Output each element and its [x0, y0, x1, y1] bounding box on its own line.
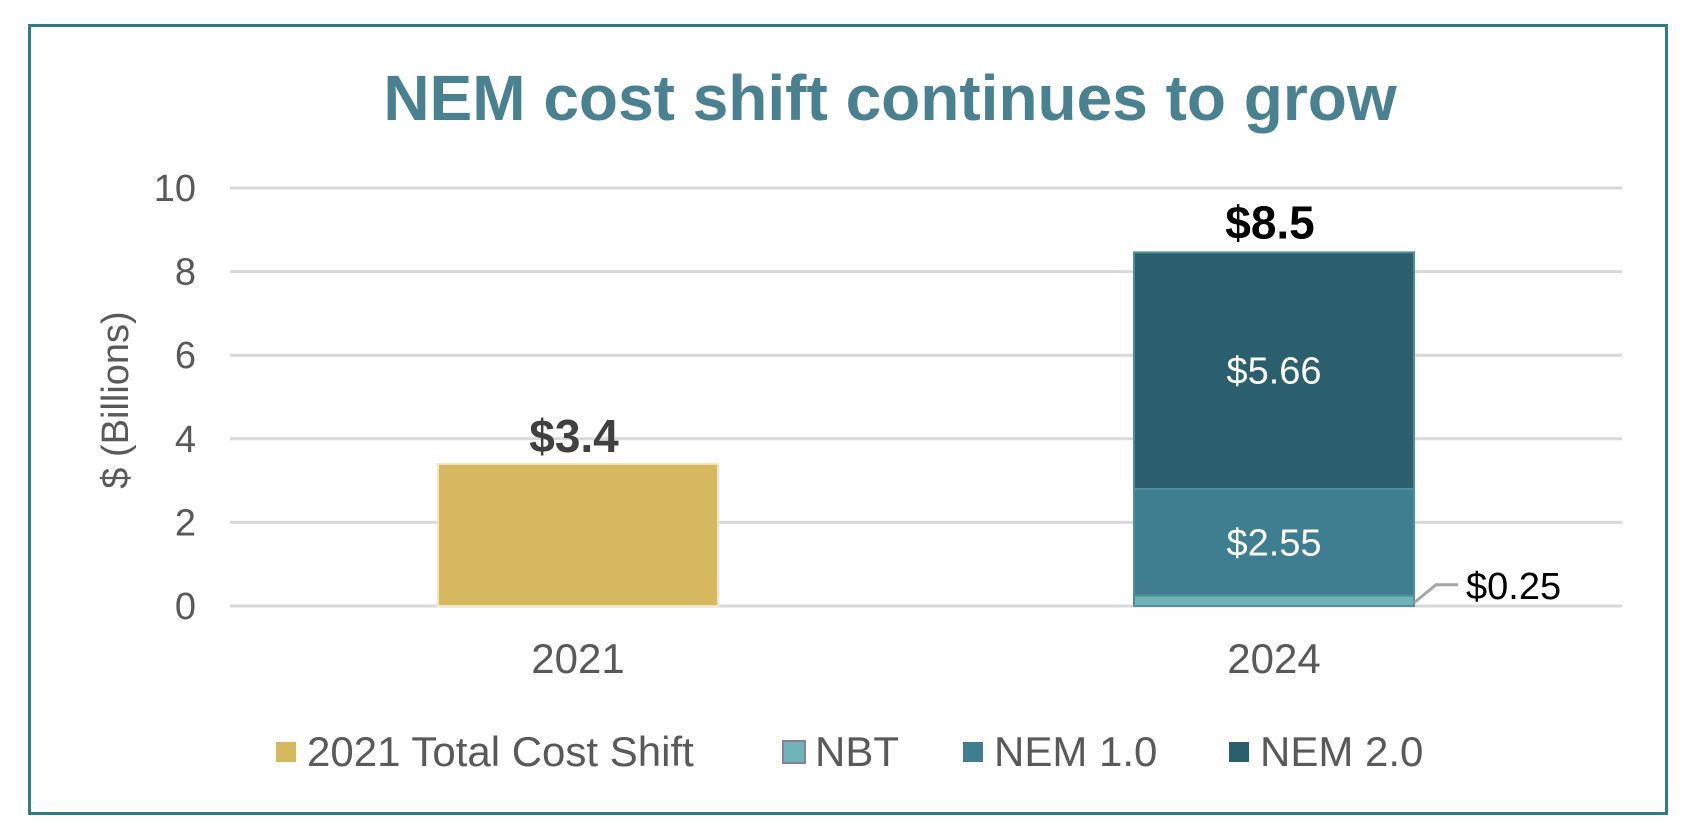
- x-tick-labels: 2021 2024: [531, 635, 1320, 682]
- y-tick-label: 6: [175, 335, 196, 377]
- y-tick-label: 10: [154, 168, 196, 210]
- total-label: $8.5: [1225, 197, 1315, 249]
- total-label: $3.4: [529, 410, 619, 462]
- x-tick-label: 2024: [1227, 635, 1320, 682]
- legend-swatch: [1227, 740, 1251, 764]
- legend-item-label: 2021 Total Cost Shift: [307, 728, 694, 775]
- bar-nem-2-0-2024: [1133, 251, 1415, 490]
- data-label: $2.55: [1226, 522, 1321, 564]
- chart-title: NEM cost shift continues to grow: [383, 62, 1397, 134]
- leader-line: [1413, 583, 1458, 604]
- x-tick-label: 2021: [531, 635, 624, 682]
- legend-item-label: NEM 2.0: [1260, 728, 1423, 775]
- data-label: $5.66: [1226, 351, 1321, 393]
- legend-item-label: NBT: [815, 728, 899, 775]
- y-axis-label: $ (Billions): [95, 311, 137, 488]
- legend: 2021 Total Cost Shift NBT NEM 1.0 NEM 2.0: [274, 728, 1423, 775]
- bars: [437, 251, 1415, 607]
- y-tick-label: 8: [175, 252, 196, 294]
- y-tick-label: 0: [175, 586, 196, 628]
- data-label: $0.25: [1466, 566, 1561, 608]
- legend-swatch: [274, 740, 298, 764]
- y-tick-label: 4: [175, 419, 196, 461]
- bar-2021-total-cost-shift-2021: [437, 462, 719, 607]
- y-tick-labels: 0 2 4 6 8 10: [154, 168, 196, 628]
- legend-swatch: [782, 740, 806, 764]
- y-tick-label: 2: [175, 502, 196, 544]
- data-labels: $3.4 $0.25 $2.55 $5.66 $8.5: [529, 197, 1561, 608]
- legend-swatch: [961, 740, 985, 764]
- legend-item-label: NEM 1.0: [994, 728, 1157, 775]
- bar-nbt-2024: [1133, 594, 1415, 607]
